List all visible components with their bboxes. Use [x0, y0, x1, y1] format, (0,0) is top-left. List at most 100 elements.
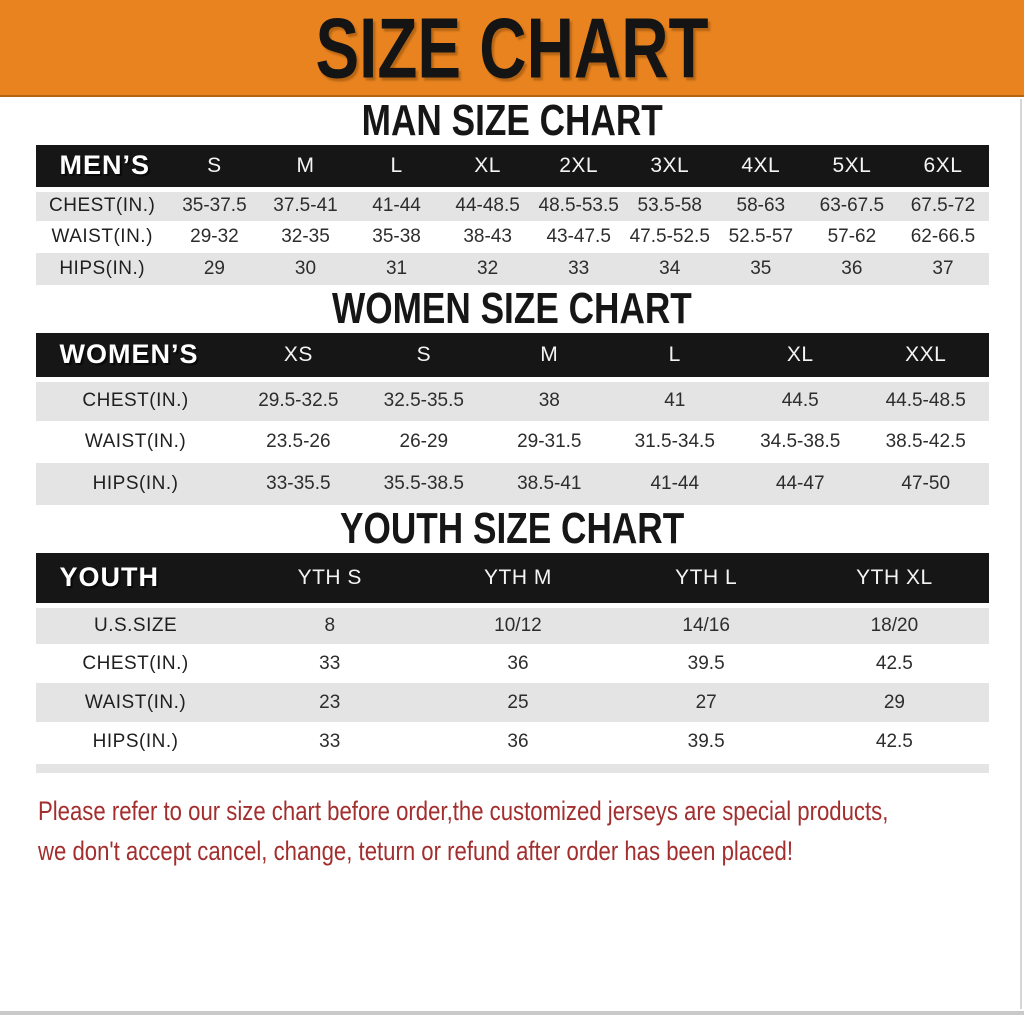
- cell-value: 33-35.5: [266, 473, 331, 494]
- cell-value: 14/16: [682, 614, 730, 636]
- row-label: HIPS(IN.): [59, 258, 146, 279]
- disclaimer-line-2: we don't accept cancel, change, teturn o…: [38, 836, 794, 866]
- cell-value: 62-66.5: [910, 226, 976, 247]
- section-heading-men: MAN SIZE CHART: [0, 97, 1024, 145]
- table-row: CHEST(IN.) 35-37.5 37.5-41 41-44 44-48.5 48.5…: [35, 189, 989, 221]
- cell-value: 35.5-38.5: [383, 473, 464, 494]
- row-label: WAIST(IN.): [51, 226, 153, 247]
- cell-value: 34: [659, 258, 681, 279]
- cell-value: 33: [319, 652, 341, 674]
- cell-value: 33: [568, 258, 590, 279]
- row-label: HIPS(IN.): [92, 473, 179, 494]
- column-header: S: [168, 145, 260, 192]
- cell-value: 32-35: [281, 226, 330, 247]
- column-header: M: [259, 145, 352, 192]
- cell-value: 41-44: [650, 473, 700, 494]
- cell-value: 26-29: [399, 431, 449, 452]
- cell-value: 67.5-72: [910, 195, 976, 217]
- cell-value: 35-38: [372, 226, 421, 247]
- table-row: U.S.SIZE 8 10/12 14/16 18/20: [35, 605, 989, 644]
- table-tail-strip: [35, 764, 989, 773]
- table-label-youth: YOUTH: [35, 553, 236, 608]
- cell-value: 10/12: [494, 614, 542, 636]
- cell-value: 42.5: [875, 730, 913, 752]
- header-row: WOMEN’S XS S M L XL XXL: [35, 333, 989, 382]
- column-header: 4XL: [715, 145, 807, 192]
- cell-value: 41-44: [372, 195, 421, 217]
- row-label: U.S.SIZE: [93, 614, 178, 636]
- column-header: XS: [235, 333, 362, 382]
- header-row: MEN’S S M L XL 2XL 3XL 4XL 5XL 6XL: [35, 145, 989, 192]
- cell-value: 25: [507, 691, 529, 713]
- cell-value: 35: [750, 258, 772, 279]
- column-header: XL: [737, 333, 863, 382]
- column-header: 6XL: [897, 145, 989, 192]
- column-header: XL: [442, 145, 534, 192]
- bottom-divider: [0, 1011, 1024, 1015]
- column-header: 5XL: [806, 145, 898, 192]
- row-label: CHEST(IN.): [82, 652, 189, 674]
- cell-value: 42.5: [875, 652, 913, 674]
- section-heading-youth: YOUTH SIZE CHART: [0, 505, 1024, 553]
- cell-value: 43-47.5: [546, 226, 611, 247]
- cell-value: 44.5-48.5: [885, 390, 966, 412]
- column-header: L: [351, 145, 443, 192]
- section-youth: YOUTH SIZE CHART YOUTH YTH S YTH M YTH L YTH …: [0, 505, 1024, 773]
- row-label: WAIST(IN.): [84, 431, 187, 452]
- section-women: WOMEN SIZE CHART WOMEN’S XS S M L XL XXL CHEST(I…: [0, 285, 1024, 505]
- cell-value: 27: [695, 691, 717, 713]
- column-header: 2XL: [533, 145, 625, 192]
- section-men: MAN SIZE CHART MEN’S S M L XL 2XL 3XL 4XL 5XL 6XL C…: [0, 97, 1024, 285]
- table-row: HIPS(IN.) 33-35.5 35.5-38.5 38.5-41 41-44 44-…: [35, 463, 989, 505]
- disclaimer-text: Please refer to our size chart before or…: [38, 791, 888, 871]
- table-row: HIPS(IN.) 29 30 31 32 33 34 35 36 37: [35, 253, 989, 285]
- column-header: L: [612, 333, 738, 382]
- row-label: WAIST(IN.): [84, 691, 187, 713]
- youth-size-table: YOUTH YTH S YTH M YTH L YTH XL U.S.SIZE 8 10/12…: [35, 553, 989, 761]
- column-header: XXL: [862, 333, 989, 382]
- cell-value: 29-31.5: [517, 431, 582, 452]
- cell-value: 47.5-52.5: [629, 226, 710, 247]
- cell-value: 37.5-41: [273, 195, 338, 217]
- row-label: CHEST(IN.): [49, 195, 156, 217]
- cell-value: 47-50: [901, 473, 951, 494]
- cell-value: 23: [319, 691, 341, 713]
- cell-value: 38.5-41: [517, 473, 582, 494]
- cell-value: 63-67.5: [819, 195, 885, 217]
- cell-value: 31: [385, 258, 408, 279]
- cell-value: 8: [324, 614, 336, 636]
- section-heading-women: WOMEN SIZE CHART: [0, 285, 1024, 333]
- cell-value: 39.5: [687, 652, 725, 674]
- cell-value: 44-48.5: [455, 195, 520, 217]
- row-label: HIPS(IN.): [92, 730, 179, 752]
- column-header: M: [486, 333, 613, 382]
- cell-value: 36: [507, 730, 529, 752]
- table-label-women: WOMEN’S: [35, 333, 236, 382]
- cell-value: 44-47: [775, 473, 825, 494]
- table-row: CHEST(IN.) 29.5-32.5 32.5-35.5 38 41 44.5 44.5…: [35, 379, 989, 421]
- cell-value: 23.5-26: [266, 431, 331, 452]
- cell-value: 48.5-53.5: [538, 195, 619, 217]
- banner-title: SIZE CHART: [315, 0, 709, 96]
- section-heading-text: YOUTH SIZE CHART: [339, 504, 685, 553]
- right-edge-divider: [1020, 99, 1022, 1009]
- column-header: 3XL: [624, 145, 716, 192]
- sections-container: MAN SIZE CHART MEN’S S M L XL 2XL 3XL 4XL 5XL 6XL C…: [0, 97, 1024, 773]
- table-label-men: MEN’S: [35, 145, 169, 192]
- table-row: HIPS(IN.) 33 36 39.5 42.5: [36, 722, 989, 761]
- cell-value: 36: [841, 258, 863, 279]
- cell-value: 38.5-42.5: [885, 431, 966, 452]
- table-row: WAIST(IN.) 23.5-26 26-29 29-31.5 31.5-34.5 34…: [36, 421, 989, 463]
- cell-value: 36: [507, 652, 529, 674]
- header-row: YOUTH YTH S YTH M YTH L YTH XL: [35, 553, 989, 608]
- cell-value: 44.5: [781, 390, 819, 412]
- section-heading-text: WOMEN SIZE CHART: [332, 284, 692, 333]
- row-label: CHEST(IN.): [82, 390, 189, 412]
- table-row: CHEST(IN.) 33 36 39.5 42.5: [36, 644, 989, 683]
- cell-value: 29-32: [190, 226, 239, 247]
- cell-value: 39.5: [687, 730, 725, 752]
- cell-value: 38-43: [463, 226, 512, 247]
- column-header: YTH S: [235, 553, 424, 608]
- cell-value: 35-37.5: [182, 195, 247, 217]
